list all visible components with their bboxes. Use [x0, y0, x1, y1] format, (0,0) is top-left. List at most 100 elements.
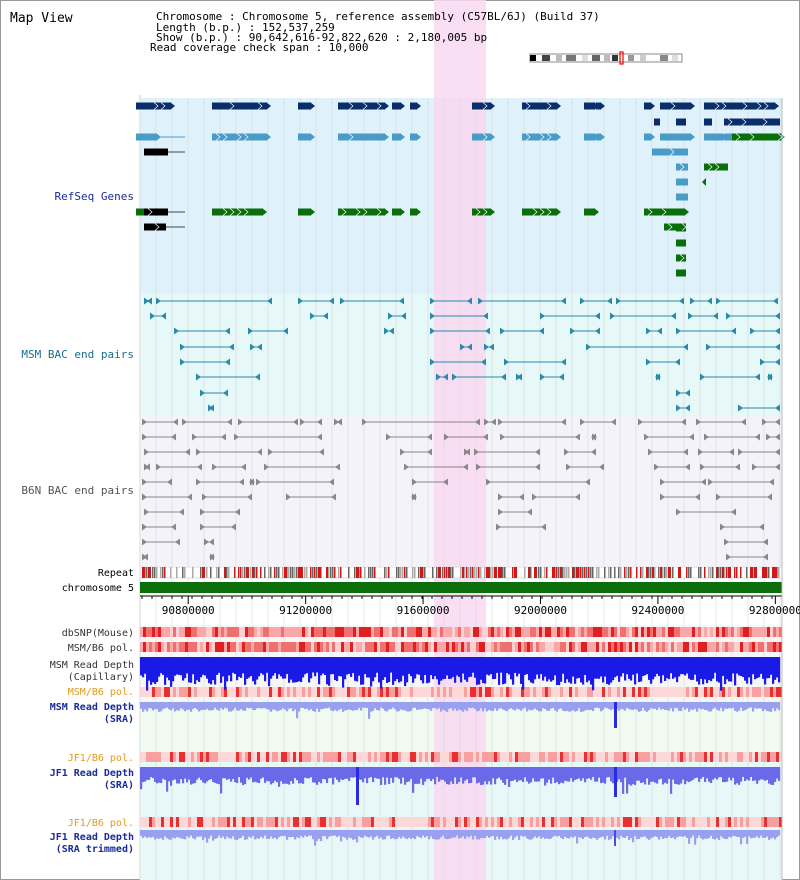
gene-feature[interactable]: [522, 208, 561, 216]
bac-end-pair[interactable]: [648, 448, 688, 456]
bac-end-pair[interactable]: [142, 538, 180, 546]
gene-feature[interactable]: [338, 208, 389, 216]
chromosome-bar[interactable]: [140, 582, 782, 593]
gene-feature[interactable]: [676, 193, 688, 201]
bac-end-pair[interactable]: [646, 327, 662, 335]
bac-end-pair[interactable]: [144, 508, 184, 516]
bac-end-pair[interactable]: [655, 373, 661, 381]
gene-feature[interactable]: [676, 239, 686, 247]
bac-end-pair[interactable]: [690, 297, 712, 305]
gene-feature[interactable]: [676, 254, 686, 262]
dbsnp-track[interactable]: [140, 627, 783, 637]
bac-end-pair[interactable]: [660, 478, 706, 486]
bac-end-pair[interactable]: [400, 448, 432, 456]
bac-end-pair[interactable]: [660, 493, 700, 501]
bac-end-pair[interactable]: [580, 418, 616, 426]
bac-end-pair[interactable]: [411, 493, 417, 501]
bac-end-pair[interactable]: [676, 327, 736, 335]
bac-end-pair[interactable]: [504, 358, 566, 366]
bac-end-pair[interactable]: [174, 327, 230, 335]
bac-end-pair[interactable]: [264, 463, 340, 471]
bac-end-pair[interactable]: [676, 389, 690, 397]
gene-feature[interactable]: [676, 118, 686, 126]
gene-feature[interactable]: [392, 102, 405, 110]
gene-feature[interactable]: [212, 102, 271, 110]
msm-bac-end-pairs[interactable]: [144, 297, 780, 412]
bac-end-pair[interactable]: [496, 523, 546, 531]
bac-end-pair[interactable]: [500, 433, 580, 441]
bac-end-pair[interactable]: [586, 343, 688, 351]
bac-end-pair[interactable]: [298, 297, 334, 305]
bac-end-pair[interactable]: [209, 553, 215, 561]
bac-end-pair[interactable]: [444, 433, 488, 441]
bac-end-pair[interactable]: [706, 343, 780, 351]
gene-feature[interactable]: [704, 163, 728, 171]
bac-end-pair[interactable]: [700, 463, 740, 471]
bac-end-pair[interactable]: [654, 463, 690, 471]
gene-feature[interactable]: [144, 148, 168, 156]
gene-feature[interactable]: [144, 208, 168, 216]
bac-end-pair[interactable]: [200, 508, 240, 516]
bac-end-pair[interactable]: [384, 327, 394, 335]
gene-feature[interactable]: [724, 118, 780, 126]
bac-end-pair[interactable]: [430, 312, 488, 320]
gene-feature[interactable]: [522, 102, 561, 110]
bac-end-pair[interactable]: [688, 312, 718, 320]
bac-end-pair[interactable]: [752, 463, 780, 471]
gene-feature[interactable]: [596, 102, 605, 110]
gene-feature[interactable]: [676, 178, 688, 186]
msm-b6-pol-2-track[interactable]: [140, 687, 783, 697]
gene-feature[interactable]: [212, 133, 271, 141]
gene-feature[interactable]: [136, 102, 175, 110]
gene-feature[interactable]: [644, 133, 655, 141]
bac-end-pair[interactable]: [750, 327, 780, 335]
gene-feature[interactable]: [410, 133, 421, 141]
gene-feature[interactable]: [676, 269, 686, 277]
bac-end-pair[interactable]: [362, 418, 480, 426]
gene-feature[interactable]: [338, 102, 389, 110]
bac-end-pair[interactable]: [698, 448, 734, 456]
bac-end-pair[interactable]: [234, 433, 322, 441]
bac-end-pair[interactable]: [300, 418, 322, 426]
bac-end-pair[interactable]: [310, 312, 328, 320]
bac-end-pair[interactable]: [142, 418, 178, 426]
bac-end-pair[interactable]: [388, 312, 406, 320]
gene-feature[interactable]: [644, 208, 689, 216]
gene-feature[interactable]: [676, 163, 688, 171]
bac-end-pair[interactable]: [760, 358, 780, 366]
gene-feature[interactable]: [298, 102, 315, 110]
gene-feature[interactable]: [732, 133, 783, 141]
bac-end-pair[interactable]: [478, 297, 566, 305]
bac-end-pair[interactable]: [142, 523, 176, 531]
bac-end-pair[interactable]: [610, 312, 676, 320]
bac-end-pair[interactable]: [202, 493, 252, 501]
bac-end-pair[interactable]: [248, 327, 288, 335]
gene-feature[interactable]: [298, 133, 315, 141]
bac-end-pair[interactable]: [182, 418, 232, 426]
bac-end-pair[interactable]: [436, 373, 448, 381]
bac-end-pair[interactable]: [142, 478, 172, 486]
bac-end-pair[interactable]: [452, 373, 506, 381]
bac-end-pair[interactable]: [724, 538, 768, 546]
jf1-b6-pol-2-track[interactable]: [140, 817, 783, 827]
bac-end-pair[interactable]: [200, 523, 236, 531]
bac-end-pair[interactable]: [498, 418, 566, 426]
bac-end-pair[interactable]: [208, 404, 214, 412]
bac-end-pair[interactable]: [484, 418, 496, 426]
bac-end-pair[interactable]: [738, 448, 780, 456]
gene-feature[interactable]: [472, 133, 495, 141]
bac-end-pair[interactable]: [144, 297, 152, 305]
gene-feature[interactable]: [704, 118, 712, 126]
bac-end-pair[interactable]: [486, 478, 590, 486]
bac-end-pair[interactable]: [196, 373, 260, 381]
bac-end-pair[interactable]: [256, 478, 334, 486]
bac-end-pair[interactable]: [646, 358, 680, 366]
bac-end-pair[interactable]: [286, 493, 336, 501]
bac-end-pair[interactable]: [591, 433, 597, 441]
bac-end-pair[interactable]: [532, 493, 580, 501]
bac-end-pair[interactable]: [676, 404, 690, 412]
jf1-read-depth-sra[interactable]: [140, 767, 781, 794]
gene-feature[interactable]: [654, 118, 660, 126]
bac-end-pair[interactable]: [430, 297, 472, 305]
